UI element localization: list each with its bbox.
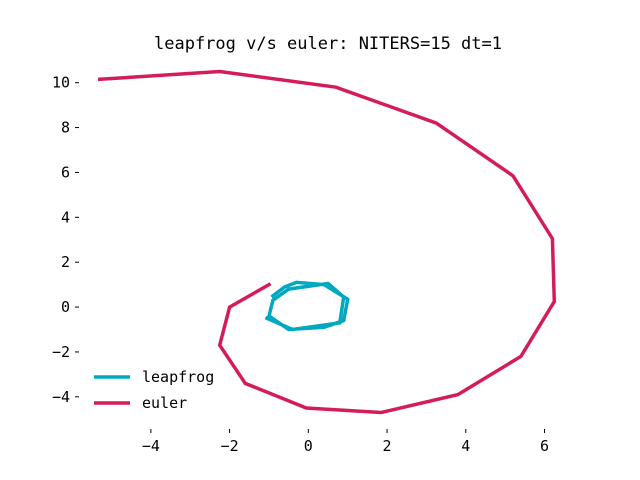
x-tick-label: −2	[221, 437, 239, 455]
y-tick-label: −4	[52, 388, 70, 406]
series-line-leapfrog	[264, 280, 350, 332]
series-line-euler	[97, 69, 557, 415]
y-tick-label: 6	[61, 163, 70, 181]
y-axis: −4 −2 0 2 4 6 8 10	[52, 74, 79, 406]
y-tick-label: −2	[52, 343, 70, 361]
x-tick-label: 2	[383, 437, 392, 455]
x-axis: −4 −2 0 2 4 6	[142, 429, 549, 455]
y-tick-label: 0	[61, 298, 70, 316]
x-tick-label: 4	[461, 437, 470, 455]
x-tick-label: 0	[304, 437, 313, 455]
y-tick-label: 2	[61, 253, 70, 271]
y-tick-label: 10	[52, 74, 70, 92]
y-tick-label: 4	[61, 208, 70, 226]
legend-label-leapfrog: leapfrog	[142, 368, 214, 386]
x-tick-label: −4	[142, 437, 160, 455]
legend-label-euler: euler	[142, 394, 187, 412]
legend: leapfrog euler	[94, 368, 214, 412]
x-tick-label: 6	[540, 437, 549, 455]
y-tick-label: 8	[61, 119, 70, 137]
chart-title: leapfrog v/s euler: NITERS=15 dt=1	[154, 34, 502, 54]
plot-area	[97, 69, 557, 415]
